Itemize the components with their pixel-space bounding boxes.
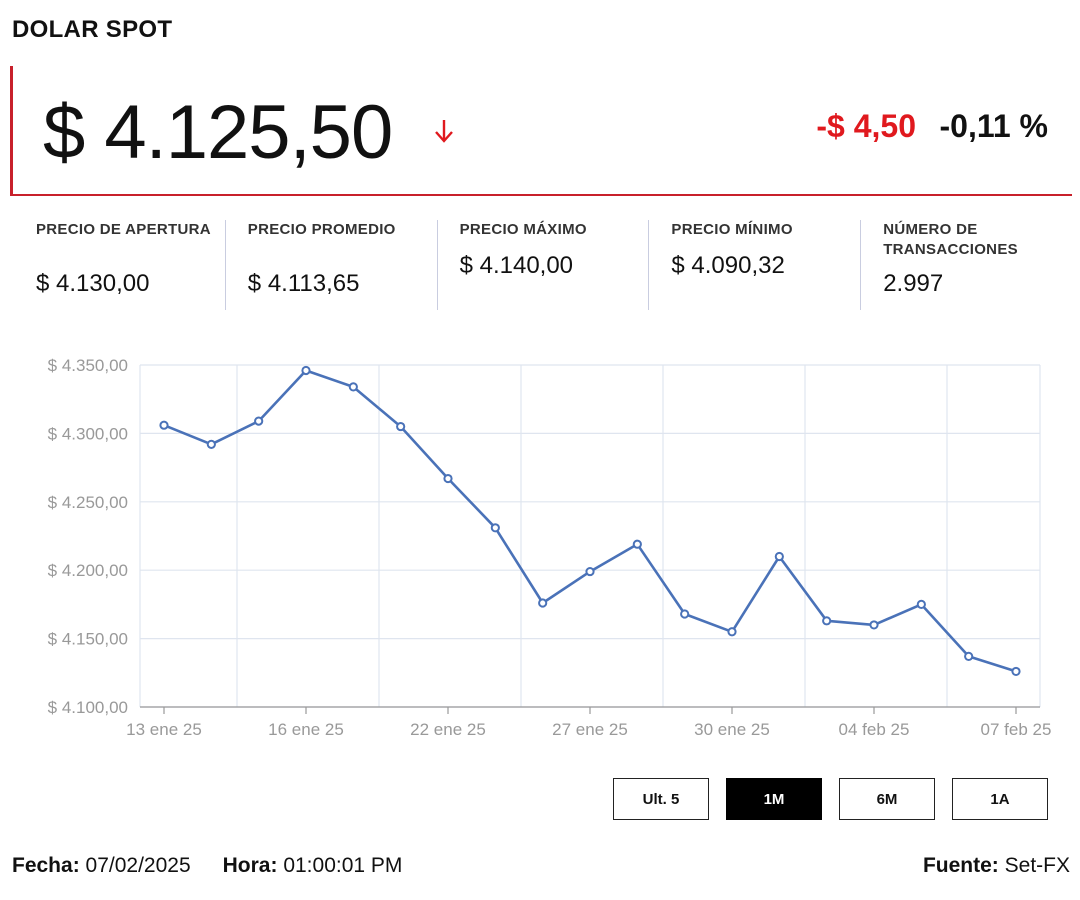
y-tick-label: $ 4.200,00: [48, 561, 128, 580]
data-point: [680, 609, 690, 619]
x-tick-label: 16 ene 25: [268, 720, 344, 739]
stat-label: NÚMERO DE TRANSACCIONES: [883, 221, 1018, 258]
stat-value: $ 4.130,00: [36, 270, 150, 297]
x-tick-label: 07 feb 25: [981, 720, 1052, 739]
x-tick-label: 30 ene 25: [694, 720, 770, 739]
data-point: [822, 616, 832, 626]
data-point: [443, 473, 453, 484]
data-point: [301, 365, 311, 376]
stat-transactions: NÚMERO DE TRANSACCIONES 2.997: [860, 220, 1072, 310]
footer-time: Hora: 01:00:01 PM: [223, 854, 403, 878]
stat-value: $ 4.113,65: [247, 270, 360, 297]
data-point: [774, 551, 784, 562]
page-title: DOLAR SPOT: [12, 16, 173, 43]
x-tick-label: 13 ene 25: [126, 720, 202, 739]
data-point: [159, 420, 169, 430]
data-point: [964, 651, 974, 661]
arrow-down-icon: [435, 120, 453, 143]
series-line: [163, 369, 1017, 673]
data-point: [1011, 666, 1021, 677]
stat-value: $ 4.140,00: [459, 252, 574, 279]
y-tick-label: $ 4.150,00: [48, 630, 128, 649]
data-point: [348, 382, 358, 392]
y-tick-label: $ 4.350,00: [48, 356, 128, 375]
data-point: [396, 421, 406, 432]
data-point: [254, 416, 264, 426]
price-line-chart: $ 4.100,00 $ 4.150,00 $ 4.200,00 $ 4.250,00…: [48, 356, 1052, 739]
data-point: [538, 598, 548, 608]
price-panel: $ 4.125,50 -$ 4,50 -0,11 %: [10, 66, 1072, 196]
stat-open: PRECIO DE APERTURA $ 4.130,00: [14, 220, 225, 310]
range-selector: Ult. 5 1M 6M 1A: [613, 778, 1048, 820]
range-button-1a[interactable]: 1A: [952, 778, 1048, 820]
stat-average: PRECIO PROMEDIO $ 4.113,65: [224, 220, 437, 310]
stats-row: PRECIO DE APERTURA $ 4.130,00 PRECIO PRO…: [14, 220, 1072, 310]
current-price: $ 4.125,50: [43, 90, 393, 175]
date-value: 07/02/2025: [85, 854, 191, 877]
data-point: [727, 627, 737, 637]
data-point: [490, 523, 500, 533]
range-button-last5[interactable]: Ult. 5: [613, 778, 709, 820]
y-tick-label: $ 4.100,00: [48, 698, 128, 717]
footer: Fecha: 07/02/2025 Hora: 01:00:01 PM Fuen…: [12, 854, 1070, 878]
date-label: Fecha:: [12, 854, 80, 877]
time-value: 01:00:01 PM: [283, 854, 403, 877]
stat-label: PRECIO MÁXIMO: [459, 221, 587, 238]
stat-min: PRECIO MÍNIMO $ 4.090,32: [648, 220, 860, 310]
x-tick-label: 27 ene 25: [552, 720, 628, 739]
data-point: [632, 539, 642, 549]
y-tick-label: $ 4.300,00: [48, 424, 128, 443]
footer-date: Fecha: 07/02/2025: [12, 854, 191, 878]
stat-label: PRECIO DE APERTURA: [36, 221, 211, 238]
price-change-percent: -0,11 %: [939, 108, 1048, 144]
y-tick-label: $ 4.250,00: [48, 493, 128, 512]
time-label: Hora:: [222, 854, 278, 877]
source-label: Fuente:: [922, 854, 999, 877]
data-point: [585, 566, 595, 577]
stat-value: $ 4.090,32: [671, 252, 785, 279]
data-point: [869, 620, 879, 630]
range-button-1m[interactable]: 1M: [726, 778, 822, 820]
stat-label: PRECIO PROMEDIO: [247, 221, 396, 238]
stat-value: 2.997: [883, 270, 944, 297]
x-tick-label: 22 ene 25: [410, 720, 486, 739]
x-tick-label: 04 feb 25: [839, 720, 910, 739]
footer-source: Fuente: Set-FX: [923, 854, 1070, 878]
stat-max: PRECIO MÁXIMO $ 4.140,00: [436, 220, 649, 310]
price-change: -$ 4,50: [816, 108, 916, 144]
stat-label: PRECIO MÍNIMO: [671, 221, 793, 238]
data-point: [206, 439, 216, 449]
source-value: Set-FX: [1004, 854, 1070, 877]
data-point: [916, 599, 926, 609]
range-button-6m[interactable]: 6M: [839, 778, 935, 820]
